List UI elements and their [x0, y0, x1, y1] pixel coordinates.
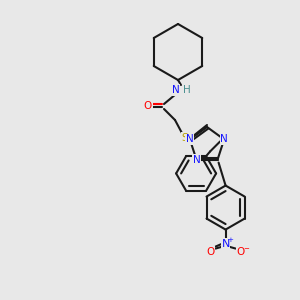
Text: H: H	[183, 85, 191, 95]
Text: N: N	[220, 134, 228, 144]
Text: N: N	[221, 238, 230, 249]
Text: S: S	[182, 133, 188, 143]
Text: N: N	[193, 154, 200, 165]
Text: O: O	[206, 247, 215, 256]
Text: +: +	[228, 237, 233, 243]
Text: O: O	[144, 101, 152, 111]
Text: −: −	[244, 246, 250, 252]
Text: N: N	[172, 85, 180, 95]
Text: O: O	[236, 247, 245, 256]
Text: N: N	[186, 134, 194, 144]
